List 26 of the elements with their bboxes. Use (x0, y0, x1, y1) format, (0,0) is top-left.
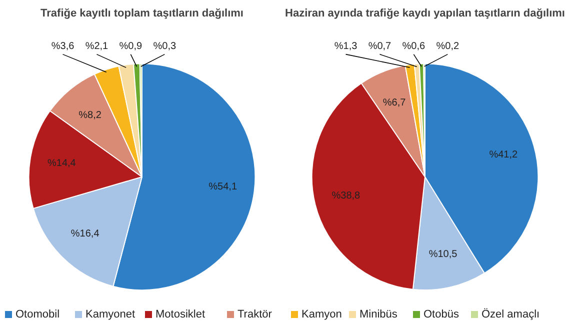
data-label: %0,7 (368, 41, 392, 52)
data-label: %54,1 (208, 182, 238, 193)
data-label: %0,9 (119, 41, 143, 52)
chart-title: Haziran ayında trafiğe kaydı yapılan taşıtların dağılımı (285, 8, 565, 20)
legend-label: Otobüs (424, 308, 460, 320)
data-label: %1,3 (334, 41, 358, 52)
data-label: %38,8 (332, 190, 361, 202)
data-label: %0,3 (153, 41, 176, 52)
legend-label: Özel amaçlı (482, 308, 540, 320)
data-label: %6,7 (382, 98, 406, 109)
legend-label: Otomobil (16, 308, 60, 320)
data-label: %14,4 (47, 158, 76, 169)
legend-label: Kamyon (302, 308, 342, 320)
legend-label: Traktör (238, 308, 272, 320)
data-label: %2,1 (85, 41, 109, 52)
data-label: %41,2 (489, 150, 518, 161)
legend-label: Kamyonet (86, 308, 136, 320)
data-label: %16,4 (70, 228, 100, 240)
data-label: %3,6 (51, 41, 75, 52)
data-label: %0,2 (436, 41, 460, 52)
legend-label: Minibüs (360, 308, 398, 320)
data-label: %8,2 (78, 110, 102, 122)
data-label: %10,5 (428, 248, 458, 260)
chart-title: Trafiğe kayıtlı toplam taşıtların dağılımı (40, 8, 244, 20)
legend-label: Motosiklet (156, 308, 206, 320)
data-label: %0,6 (402, 41, 426, 52)
